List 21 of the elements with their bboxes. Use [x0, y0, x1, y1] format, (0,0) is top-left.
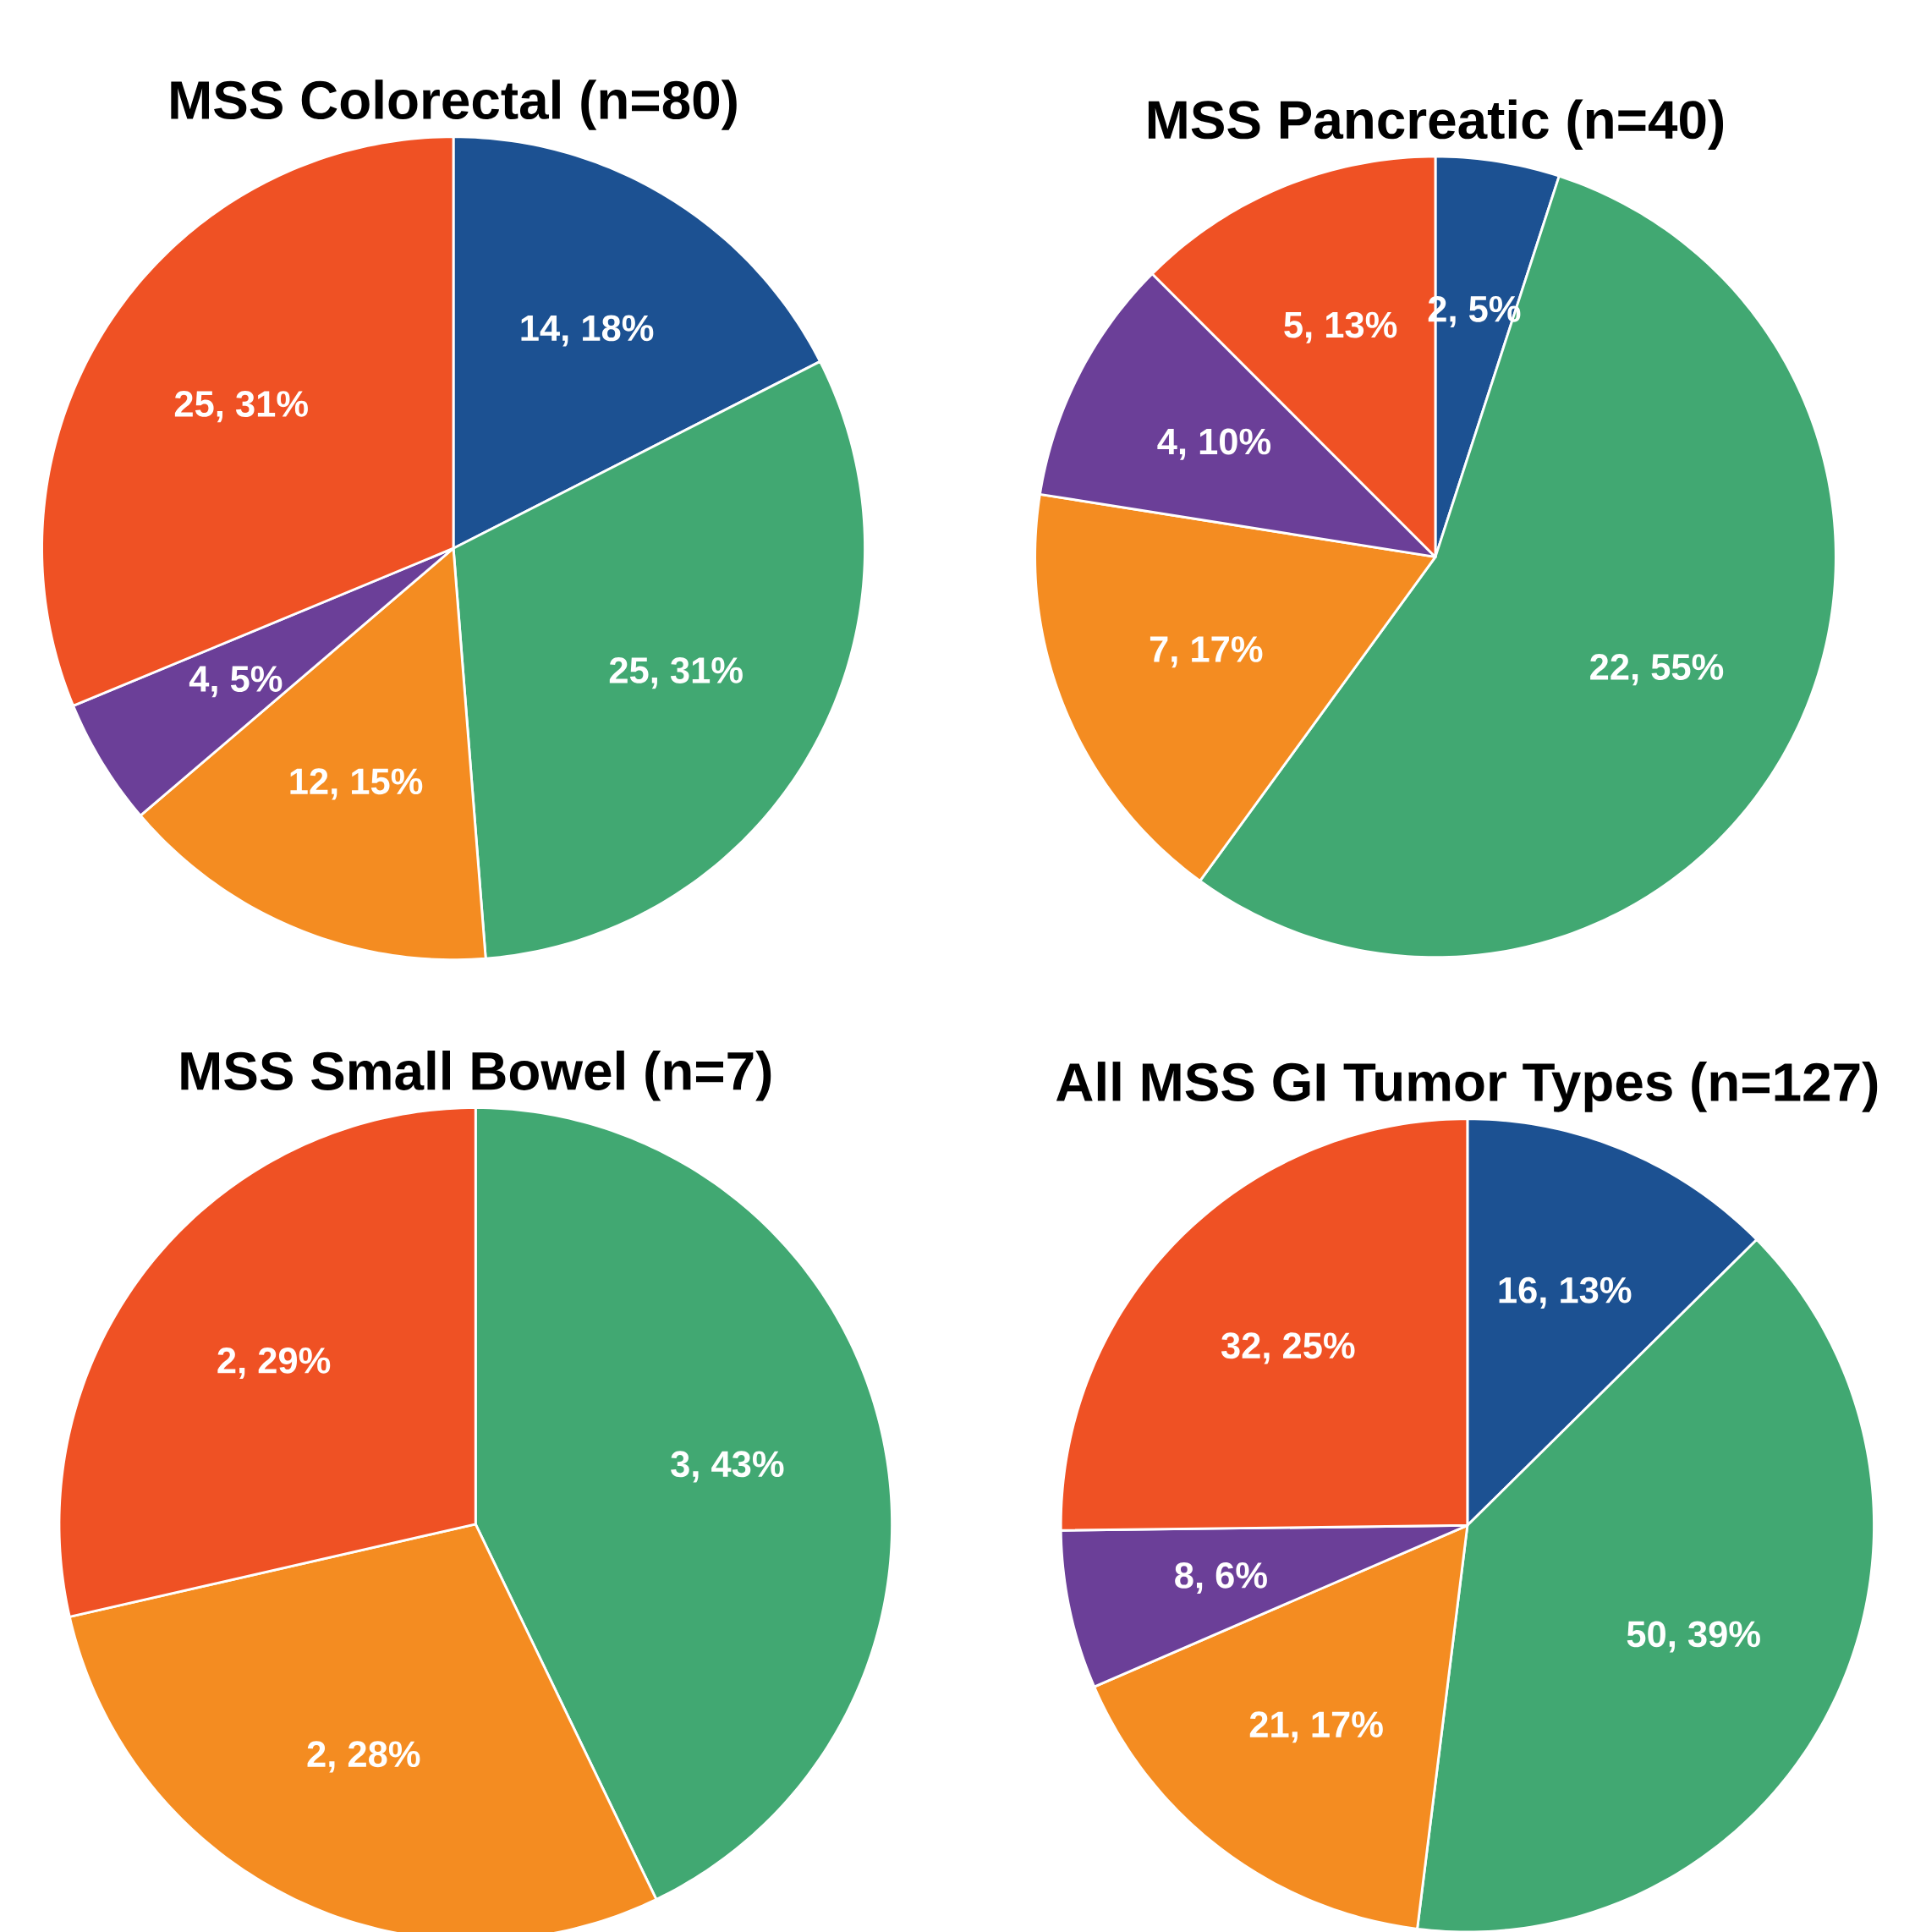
data-label: 22, 55%	[1590, 654, 1724, 686]
data-label: 32, 25%	[1221, 1332, 1355, 1364]
data-label: 12, 15%	[290, 768, 423, 800]
data-label: 4, 5%	[189, 666, 283, 698]
chart-title: MSS Pancreatic (n=40)	[1149, 99, 1724, 150]
data-label: 5, 13%	[1284, 311, 1397, 343]
data-label: 3, 43%	[671, 1451, 784, 1483]
chart-title: MSS Small Bowel (n=7)	[181, 1051, 771, 1101]
chart-title: MSS Colorectal (n=80)	[171, 80, 737, 130]
data-label: 4, 10%	[1157, 428, 1271, 460]
data-label: 2, 28%	[307, 1741, 420, 1773]
data-label: 2, 29%	[217, 1347, 331, 1380]
data-label: 21, 17%	[1249, 1711, 1383, 1743]
data-label: 8, 6%	[1175, 1562, 1268, 1594]
data-label: 50, 39%	[1627, 1621, 1761, 1653]
data-label: 16, 13%	[1499, 1276, 1632, 1309]
data-label: 14, 18%	[521, 315, 654, 347]
data-label: 25, 31%	[609, 657, 744, 689]
chart-title: All MSS GI Tumor Types (n=127)	[1056, 1062, 1878, 1112]
data-label: 25, 31%	[175, 391, 309, 423]
data-label: 7, 17%	[1150, 636, 1263, 668]
